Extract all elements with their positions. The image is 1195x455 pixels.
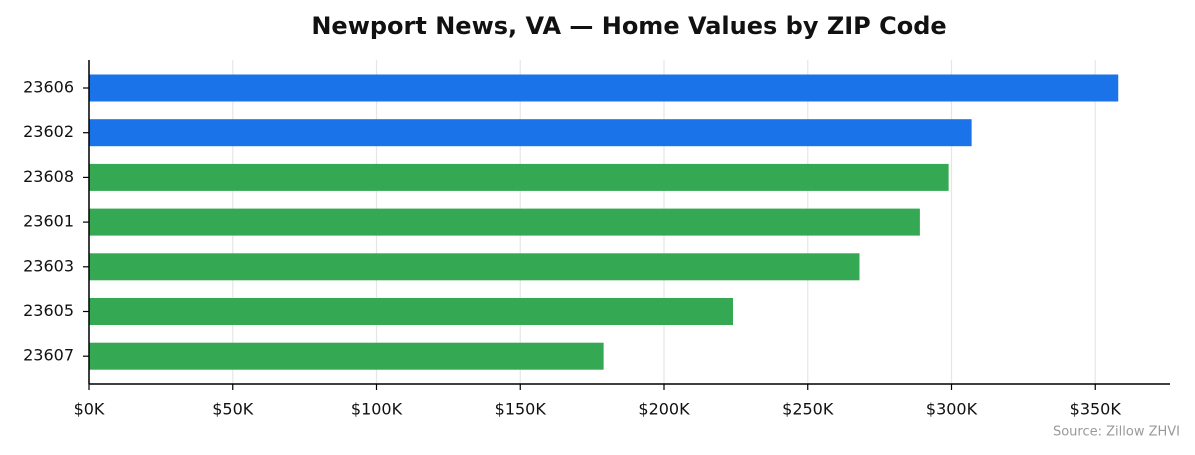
y-tick-label: 23602 xyxy=(23,122,74,141)
chart-title: Newport News, VA — Home Values by ZIP Co… xyxy=(311,12,946,40)
bar xyxy=(89,253,860,281)
y-tick-label: 23603 xyxy=(23,256,74,275)
x-tick-label: $200K xyxy=(638,400,690,419)
bar xyxy=(89,74,1119,102)
y-tick-label: 23601 xyxy=(23,212,74,231)
source-note: Source: Zillow ZHVI xyxy=(1053,425,1180,440)
bar xyxy=(89,342,604,370)
y-tick-label: 23608 xyxy=(23,167,74,186)
x-tick-label: $0K xyxy=(74,400,105,419)
x-tick-label: $150K xyxy=(495,400,547,419)
x-tick-label: $300K xyxy=(926,400,978,419)
bar xyxy=(89,163,949,191)
x-tick-label: $50K xyxy=(212,400,254,419)
x-tick-label: $100K xyxy=(351,400,403,419)
bar xyxy=(89,298,733,325)
bar xyxy=(89,119,972,147)
y-tick-label: 23605 xyxy=(23,301,74,320)
y-tick-label: 23607 xyxy=(23,346,74,365)
x-tick-label: $350K xyxy=(1070,400,1122,419)
y-tick-label: 23606 xyxy=(23,78,74,97)
bar xyxy=(89,208,920,236)
x-tick-label: $250K xyxy=(782,400,834,419)
